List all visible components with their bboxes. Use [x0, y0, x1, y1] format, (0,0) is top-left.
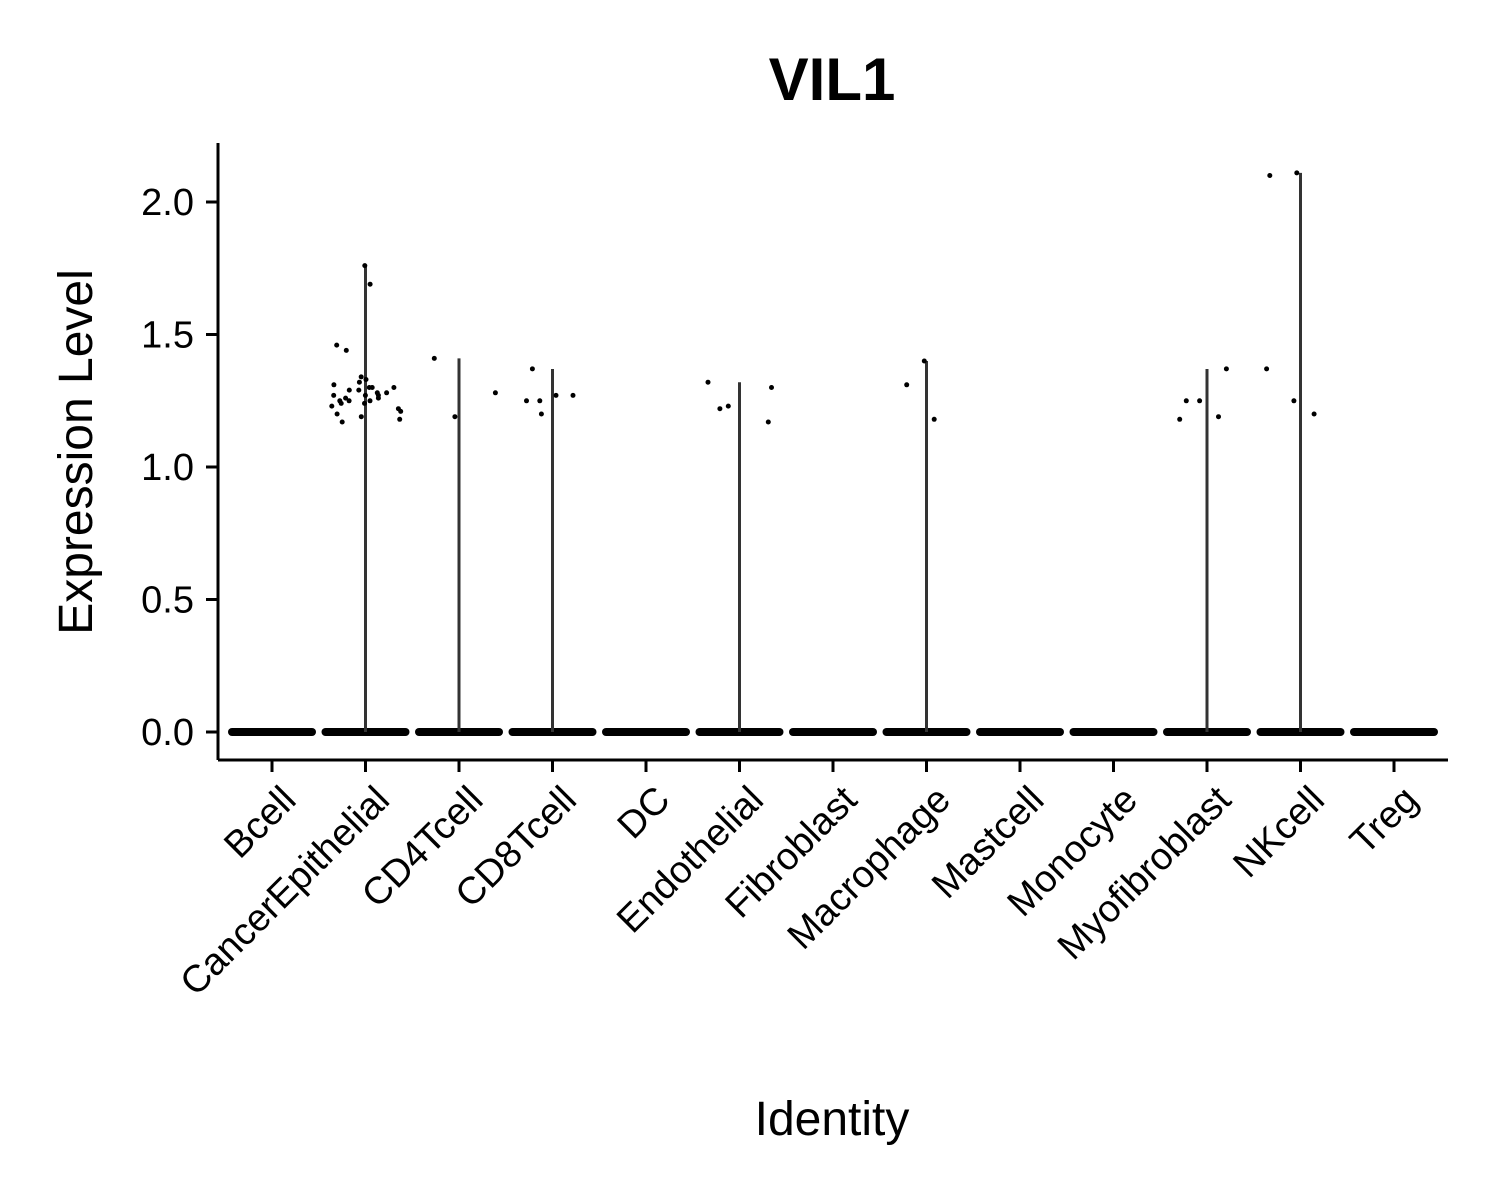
x-tick-label: Bcell — [216, 779, 304, 867]
x-tick-label: DC — [610, 779, 679, 848]
data-point — [1294, 170, 1300, 176]
data-point — [1183, 398, 1189, 404]
y-tick-label: 0.5 — [141, 580, 194, 622]
data-point — [334, 342, 340, 348]
data-point — [331, 382, 337, 388]
data-point — [921, 358, 927, 364]
y-tick-label: 1.5 — [141, 315, 194, 357]
data-point — [452, 414, 458, 420]
data-point — [356, 387, 362, 393]
data-point — [375, 392, 381, 398]
data-point — [1311, 411, 1317, 417]
data-point — [343, 395, 349, 401]
data-point — [717, 406, 723, 412]
data-point — [358, 414, 364, 420]
violins — [228, 172, 1438, 736]
data-point — [1216, 414, 1221, 420]
data-point — [338, 400, 344, 406]
data-point — [366, 385, 372, 390]
y-tick-label: 0.0 — [141, 712, 194, 754]
data-point — [725, 403, 731, 409]
data-point — [524, 398, 529, 404]
data-point — [339, 419, 345, 425]
data-point — [769, 385, 774, 390]
data-point — [331, 392, 337, 398]
data-point — [362, 400, 367, 406]
y-axis: 0.0 0.5 1.0 1.5 2.0 — [141, 143, 220, 760]
y-tick-label: 2.0 — [141, 182, 194, 224]
data-point — [1267, 173, 1273, 178]
data-point — [346, 398, 352, 404]
data-point — [1177, 416, 1183, 422]
data-point — [705, 379, 711, 385]
y-axis-title: Expression Level — [50, 269, 103, 635]
data-point — [904, 382, 910, 388]
data-point — [529, 366, 535, 372]
data-point — [384, 390, 390, 396]
data-point — [362, 392, 368, 398]
data-point — [363, 377, 369, 382]
chart-title: VIL1 — [769, 46, 896, 113]
data-point — [367, 398, 373, 404]
data-point — [931, 416, 937, 422]
jitter-points — [329, 170, 1317, 425]
data-point — [431, 355, 437, 361]
data-point — [334, 411, 340, 417]
data-point — [398, 408, 404, 414]
data-point — [367, 281, 373, 287]
data-point — [537, 398, 543, 404]
data-point — [1223, 366, 1229, 372]
data-point — [553, 392, 559, 398]
data-point — [538, 411, 544, 417]
x-tick-label: NKcell — [1226, 779, 1333, 886]
data-point — [356, 379, 362, 385]
data-point — [346, 387, 352, 393]
data-point — [397, 416, 403, 422]
data-point — [570, 392, 576, 398]
data-point — [765, 419, 771, 425]
data-point — [1197, 398, 1203, 404]
data-point — [391, 385, 397, 390]
data-point — [343, 347, 349, 353]
data-point — [492, 390, 498, 396]
data-point — [358, 374, 364, 380]
x-tick-label: Treg — [1342, 779, 1426, 863]
data-point — [362, 263, 368, 269]
data-point — [329, 403, 335, 409]
data-point — [1291, 398, 1297, 404]
data-point — [1264, 366, 1270, 372]
y-tick-label: 1.0 — [141, 447, 194, 489]
x-axis-title: Identity — [755, 1093, 910, 1146]
